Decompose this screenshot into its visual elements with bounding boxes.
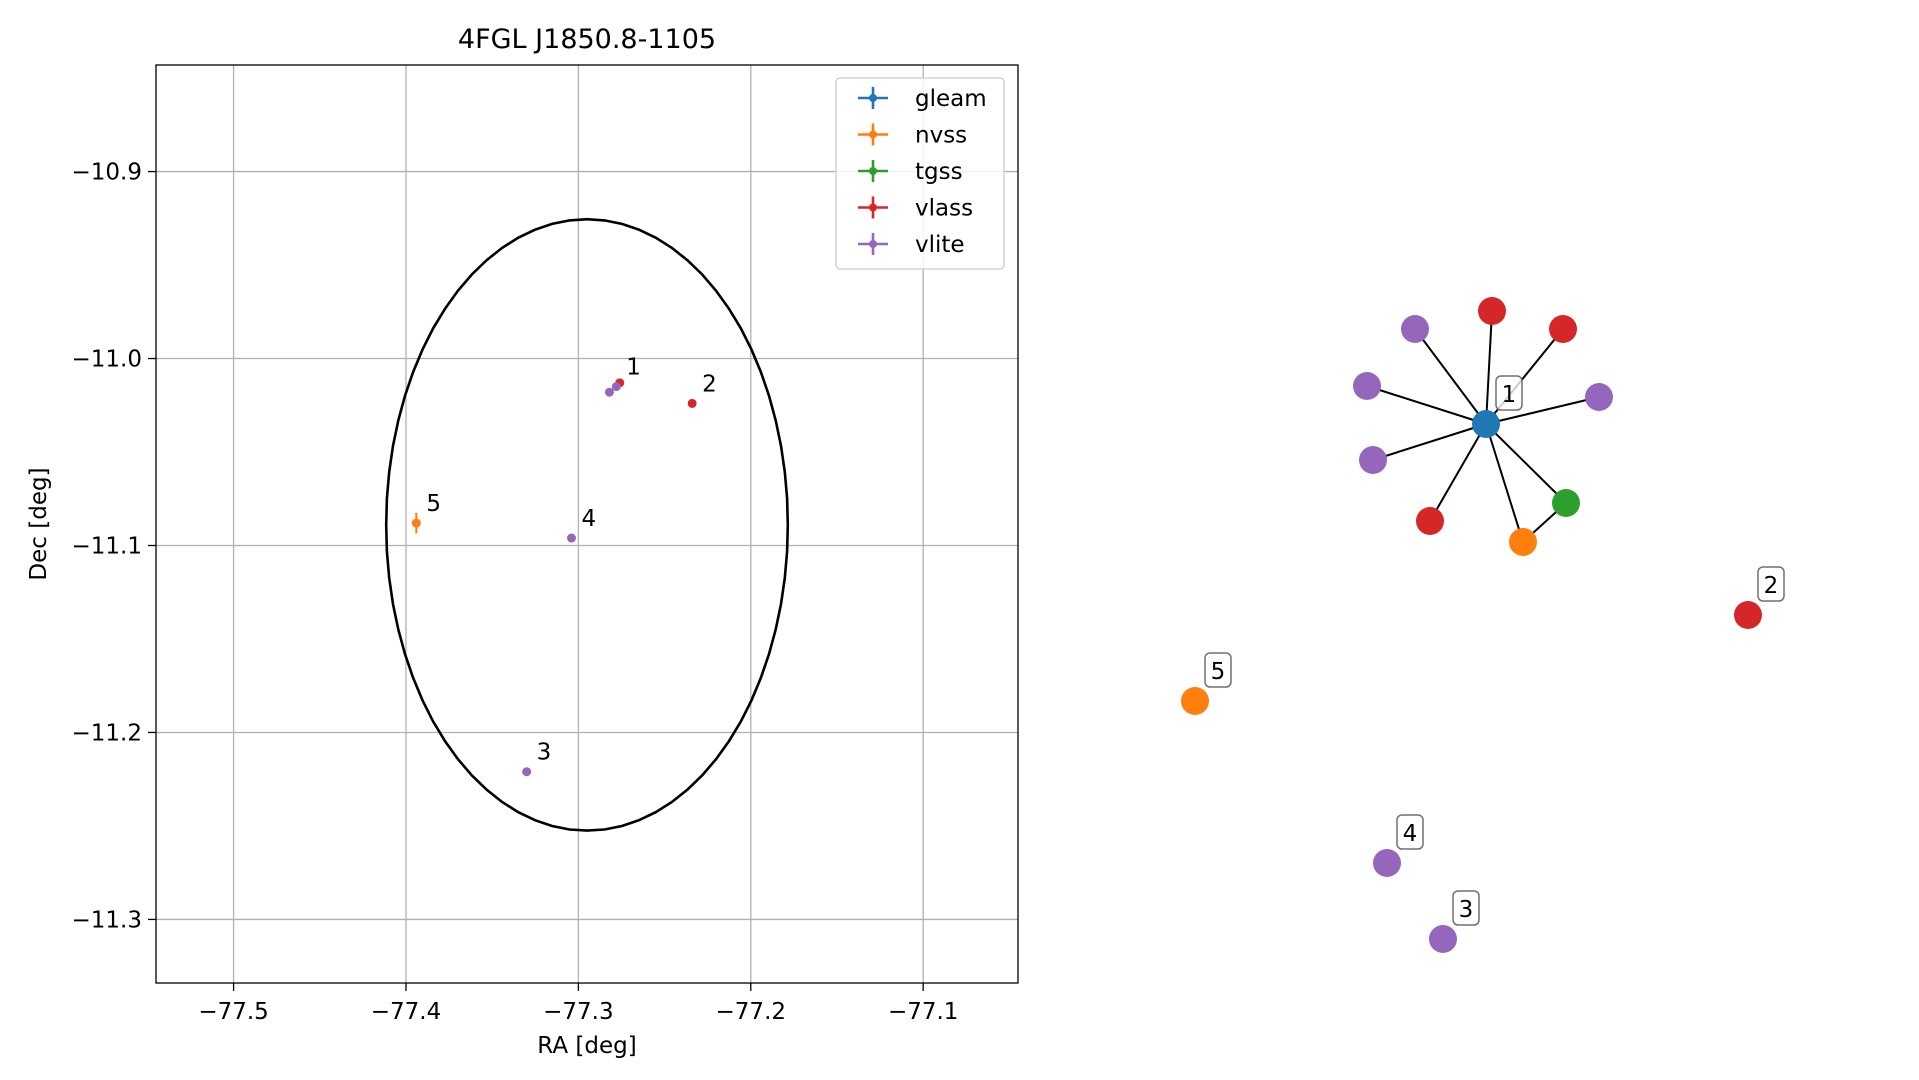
network-node-nvss <box>1181 687 1209 715</box>
legend-label-nvss: nvss <box>915 123 967 149</box>
point-vlite <box>522 767 532 777</box>
point-label: 1 <box>626 355 641 381</box>
y-axis-label: Dec [deg] <box>26 467 52 580</box>
node-label-box <box>1452 890 1480 926</box>
network-node-vlite <box>1359 446 1387 474</box>
y-tick-label: −11.2 <box>72 720 142 746</box>
network-edge <box>1372 423 1487 461</box>
node-label: 3 <box>1459 897 1474 923</box>
point-vlite <box>566 533 576 543</box>
node-label-box <box>1396 814 1424 850</box>
node-label-box <box>1204 652 1232 688</box>
plot-frame <box>155 64 1019 984</box>
point-nvss <box>411 518 421 528</box>
axis-ticks: −77.5 −77.4 −77.3 −77.2 −77.1 −10.9 −11.0 −11.1… <box>72 160 959 1025</box>
network-node-vlite <box>1353 372 1381 400</box>
x-axis-label: RA [deg] <box>537 1033 636 1059</box>
point-label: 5 <box>426 491 441 517</box>
network-edge <box>1414 328 1487 425</box>
legend-marker-vlite <box>869 240 877 248</box>
network-node-vlass <box>1478 297 1506 325</box>
node-label: 4 <box>1403 821 1418 847</box>
error-ellipse <box>384 217 790 832</box>
network-node-gleam <box>1472 410 1500 438</box>
network-edge <box>1485 423 1567 504</box>
network-edge <box>1485 396 1600 425</box>
network-node-vlass <box>1549 315 1577 343</box>
point-label: 3 <box>537 740 552 766</box>
legend-label-tgss: tgss <box>915 159 963 185</box>
legend-label-gleam: gleam <box>915 86 987 112</box>
x-tick-label: −77.5 <box>198 999 268 1025</box>
network-edge <box>1429 423 1487 522</box>
source-points: 5 2 1 4 3 <box>411 355 717 777</box>
network-node-nvss <box>1509 528 1537 556</box>
node-label: 2 <box>1764 573 1779 599</box>
network-node-vlite <box>1373 849 1401 877</box>
node-label: 5 <box>1211 659 1226 685</box>
network-edge <box>1485 423 1524 543</box>
legend: gleam nvss tgss vlass vlite <box>835 77 1005 270</box>
network-node-vlite <box>1429 925 1457 953</box>
legend-marker-nvss <box>869 130 877 139</box>
node-label-box <box>1495 375 1523 411</box>
point-vlite <box>604 387 614 397</box>
y-tick-label: −11.0 <box>72 347 142 373</box>
legend-label-vlass: vlass <box>915 196 973 222</box>
x-tick-label: −77.3 <box>543 999 613 1025</box>
network-node-tgss <box>1552 489 1580 517</box>
network-node-vlite <box>1401 315 1429 343</box>
point-vlass <box>687 398 697 408</box>
grid-lines <box>156 65 1018 983</box>
legend-marker-gleam <box>869 94 877 102</box>
y-tick-label: −11.1 <box>72 534 142 560</box>
legend-items: gleam nvss tgss vlass vlite <box>858 86 987 258</box>
y-tick-label: −10.9 <box>72 160 142 186</box>
network-node-vlass <box>1734 601 1762 629</box>
network-edge <box>1366 385 1487 425</box>
network-nodes <box>1181 297 1762 953</box>
network-node-vlass <box>1416 507 1444 535</box>
scatter-panel: 5 2 1 4 3 −77.5 −77.4 −77.3 −77.2 −77.1 −10.9 −11.… <box>26 24 1019 1059</box>
chart-title: 4FGL J1850.8-1105 <box>458 24 716 55</box>
x-tick-label: −77.1 <box>888 999 958 1025</box>
point-label: 2 <box>702 371 717 397</box>
legend-label-vlite: vlite <box>915 232 965 258</box>
network-node-labels: 1 2 5 4 3 <box>1204 375 1785 926</box>
network-edge <box>1485 310 1493 425</box>
network-node-vlite <box>1585 383 1613 411</box>
legend-marker-tgss <box>869 167 877 175</box>
point-label: 4 <box>581 506 596 532</box>
network-panel: 1 2 5 4 3 <box>1181 297 1785 953</box>
x-tick-label: −77.4 <box>371 999 441 1025</box>
point-vlite <box>611 382 621 392</box>
x-tick-label: −77.2 <box>716 999 786 1025</box>
legend-marker-vlass <box>869 203 877 212</box>
legend-frame <box>835 77 1005 270</box>
node-label: 1 <box>1502 382 1517 408</box>
node-label-box <box>1757 566 1785 602</box>
y-tick-label: −11.3 <box>72 907 142 933</box>
